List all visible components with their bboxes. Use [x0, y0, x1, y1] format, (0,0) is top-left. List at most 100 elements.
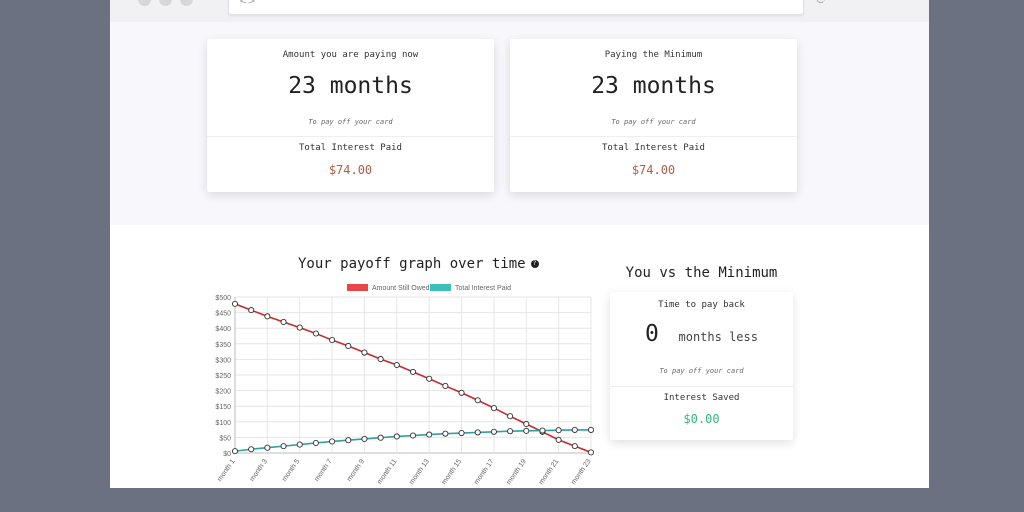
y-tick-label: $450: [215, 311, 231, 318]
x-tick-label: month 13: [408, 458, 431, 486]
data-point: [280, 443, 287, 450]
legend-swatch: [347, 284, 368, 291]
card-title: Paying the Minimum: [604, 50, 703, 60]
maximize-window-icon[interactable]: [180, 0, 193, 6]
data-point: [377, 356, 384, 363]
y-tick-label: $400: [215, 326, 231, 333]
card-note: To pay off your card: [308, 118, 393, 126]
x-tick-label: month 21: [538, 458, 561, 486]
y-tick-label: $150: [215, 404, 231, 411]
data-point: [393, 433, 400, 440]
data-point: [442, 382, 449, 389]
x-tick-label: month 19: [505, 458, 528, 486]
close-window-icon[interactable]: [138, 0, 151, 6]
card-divider: [510, 136, 797, 137]
data-point: [426, 375, 433, 382]
data-point: [231, 300, 239, 307]
data-point: [296, 441, 303, 448]
code-icon: <>: [239, 0, 256, 7]
graph-title: Your payoff graph over time?: [298, 256, 539, 272]
data-point: [426, 431, 433, 438]
data-point: [231, 448, 239, 455]
legend-label: Amount Still Owed: [372, 285, 430, 292]
legend-label: Total Interest Paid: [455, 285, 511, 292]
data-point: [507, 413, 514, 420]
data-point: [442, 430, 449, 437]
months-text: months less: [678, 330, 758, 344]
comparison-title: You vs the Minimum: [625, 265, 778, 281]
comparison-card: Time to pay back 0 months less To pay of…: [610, 292, 793, 440]
x-tick-label: month 15: [441, 458, 464, 486]
time-label: Time to pay back: [658, 300, 745, 310]
x-tick-label: month 11: [376, 458, 398, 486]
data-point: [507, 428, 514, 435]
data-point: [248, 307, 255, 314]
x-tick-label: month 9: [346, 458, 366, 483]
data-point: [458, 429, 465, 437]
results-section: Amount you are paying now 23 months To p…: [110, 22, 929, 225]
title-bar: <> ⟳: [110, 0, 929, 22]
data-point: [490, 428, 497, 435]
data-point: [264, 444, 271, 451]
minimum-payment-card: Paying the Minimum 23 months To pay off …: [510, 39, 797, 192]
interest-value: $74.00: [328, 163, 373, 177]
browser-window: <> ⟳ Amount you are paying now 23 months…: [110, 0, 929, 488]
data-point: [490, 405, 497, 412]
months-less-row: 0 months less: [610, 321, 793, 347]
minimize-window-icon[interactable]: [159, 0, 172, 6]
data-point: [345, 342, 352, 350]
data-point: [587, 426, 595, 433]
data-point: [409, 432, 417, 439]
legend-swatch: [430, 284, 451, 291]
interest-value: $74.00: [631, 163, 676, 177]
data-point: [474, 429, 481, 436]
x-tick-label: month 23: [570, 458, 593, 486]
x-tick-label: month 5: [281, 458, 301, 483]
data-point: [345, 437, 352, 444]
data-point: [555, 436, 562, 443]
data-point: [474, 397, 481, 404]
card-note: To pay off your card: [659, 367, 744, 375]
current-payment-card: Amount you are paying now 23 months To p…: [207, 39, 494, 192]
data-point: [409, 368, 417, 375]
data-point: [393, 361, 400, 369]
data-point: [377, 434, 384, 441]
data-point: [361, 435, 368, 443]
info-icon[interactable]: ?: [530, 260, 539, 268]
y-tick-label: $500: [215, 295, 231, 302]
data-point: [329, 438, 336, 445]
x-tick-label: month 7: [313, 458, 333, 483]
months-value: 23 months: [591, 73, 716, 99]
y-tick-label: $250: [215, 373, 231, 380]
graph-title-text: Your payoff graph over time: [298, 256, 526, 272]
y-tick-label: $50: [219, 435, 231, 442]
data-point: [458, 389, 465, 396]
x-tick-label: month 3: [249, 458, 269, 483]
data-point: [296, 324, 303, 331]
months-number: 0: [645, 321, 659, 347]
data-point: [555, 427, 562, 434]
data-point: [264, 313, 271, 320]
reload-icon[interactable]: ⟳: [816, 0, 828, 8]
card-divider: [207, 136, 494, 137]
card-note: To pay off your card: [611, 118, 696, 126]
saved-label: Interest Saved: [663, 393, 740, 403]
data-point: [523, 420, 530, 428]
data-point: [312, 330, 319, 337]
card-divider: [610, 386, 793, 387]
interest-label: Total Interest Paid: [299, 143, 402, 153]
y-tick-label: $200: [215, 389, 231, 396]
y-tick-label: $100: [215, 420, 231, 427]
card-title: Amount you are paying now: [282, 50, 419, 60]
months-value: 23 months: [288, 73, 413, 99]
data-point: [312, 439, 319, 447]
interest-label: Total Interest Paid: [602, 143, 705, 153]
y-tick-label: $0: [223, 451, 231, 458]
data-point: [361, 349, 368, 356]
data-point: [280, 318, 287, 326]
y-tick-label: $350: [215, 342, 231, 349]
data-point: [539, 427, 546, 434]
address-bar[interactable]: <>: [228, 0, 804, 15]
data-point: [523, 427, 530, 434]
data-point: [587, 449, 595, 456]
